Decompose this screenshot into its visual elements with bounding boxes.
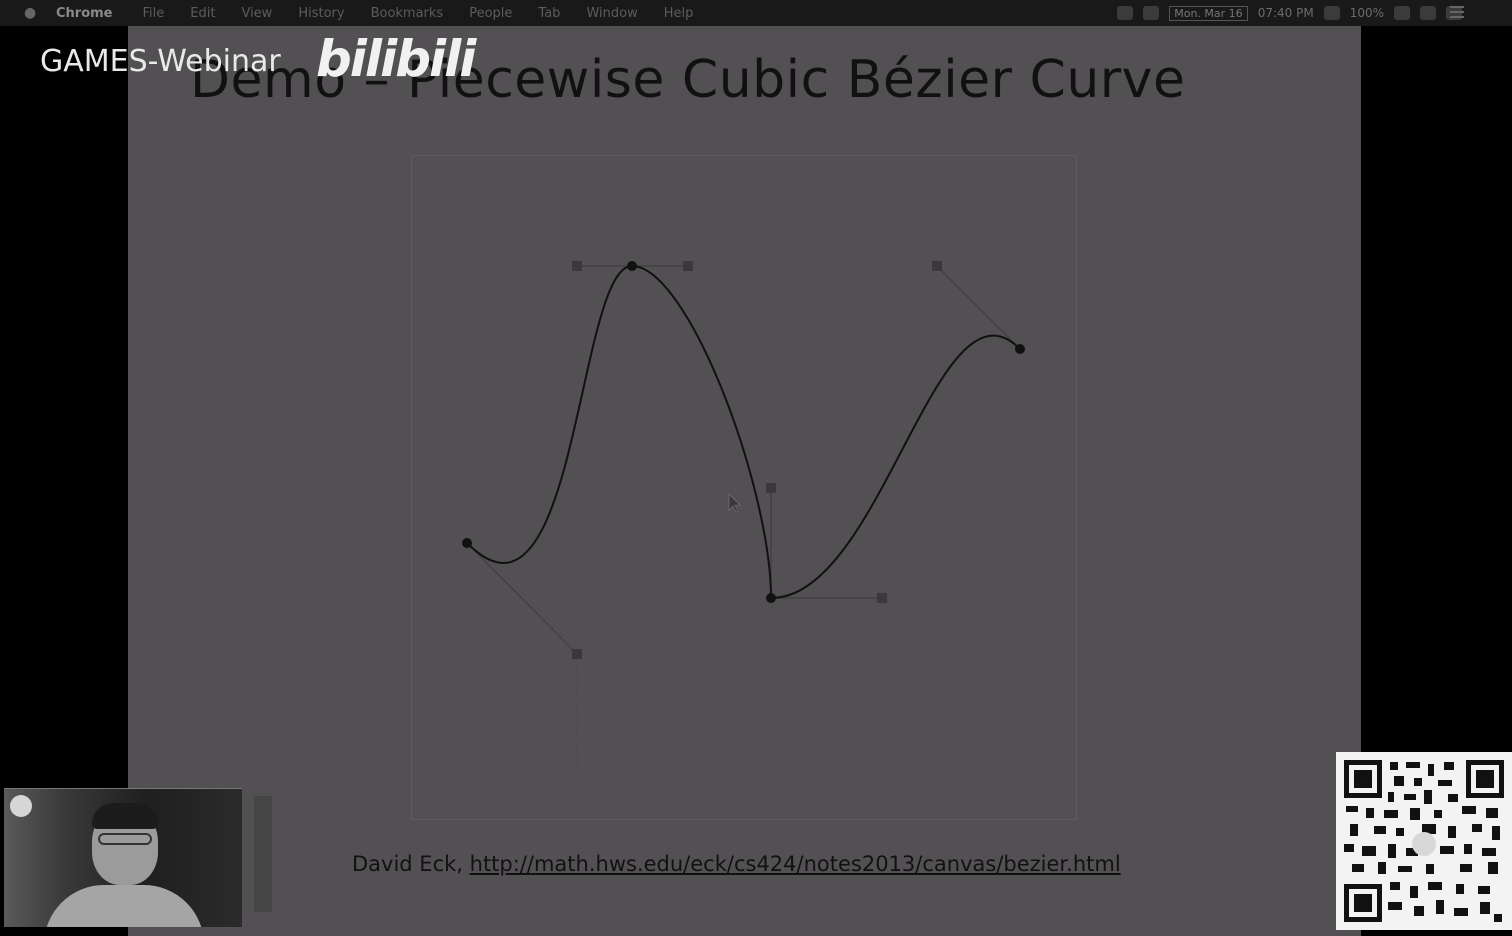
qr-center-logo <box>1412 832 1436 856</box>
dropbox-icon[interactable] <box>1117 6 1134 20</box>
wifi-icon[interactable] <box>1323 6 1340 20</box>
credit-link[interactable]: http://math.hws.edu/eck/cs424/notes2013/… <box>469 852 1121 876</box>
presenter-hair <box>92 803 158 829</box>
menu-history[interactable]: History <box>298 5 345 21</box>
menu-window[interactable]: Window <box>586 5 638 21</box>
status-time[interactable]: 07:40 PM <box>1257 6 1314 20</box>
app-menu-chrome[interactable]: Chrome <box>56 5 113 21</box>
slide-credit: David Eck, http://math.hws.edu/eck/cs424… <box>352 852 1121 876</box>
menu-bookmarks[interactable]: Bookmarks <box>370 5 444 21</box>
qr-code-pattern <box>1344 760 1504 922</box>
qr-code-icon <box>1336 752 1512 930</box>
menu-edit[interactable]: Edit <box>190 5 216 21</box>
menu-help[interactable]: Help <box>663 5 694 21</box>
menu-bar: ● Chrome File Edit View History Bookmark… <box>0 0 1512 26</box>
bilibili-logo: bilibili <box>316 30 476 88</box>
status-area: Mon. Mar 16 07:40 PM 100% <box>1117 0 1462 26</box>
menu-view[interactable]: View <box>241 5 273 21</box>
battery-level[interactable]: 100% <box>1349 6 1384 20</box>
status-date[interactable]: Mon. Mar 16 <box>1169 5 1248 21</box>
volume-icon[interactable] <box>1394 6 1410 20</box>
menu-people[interactable]: People <box>469 5 513 21</box>
games-webinar-logo: GAMES-Webinar <box>40 44 281 79</box>
search-icon[interactable] <box>1420 6 1436 20</box>
lamp-icon <box>10 795 32 817</box>
menu-items: File Edit View History Bookmarks People … <box>143 6 720 21</box>
location-icon[interactable] <box>1143 6 1160 20</box>
webcam-edge <box>254 796 272 912</box>
apple-icon[interactable]: ● <box>24 5 37 21</box>
credit-author: David Eck, <box>352 852 470 876</box>
menu-file[interactable]: File <box>142 5 165 21</box>
slide-title: Demo – Piecewise Cubic Bézier Curve <box>190 50 1186 110</box>
list-icon[interactable] <box>1450 6 1464 18</box>
bezier-demo-canvas[interactable] <box>411 155 1077 820</box>
presenter-glasses <box>98 833 152 845</box>
menu-tab[interactable]: Tab <box>538 5 561 21</box>
webcam-feed <box>4 788 242 927</box>
